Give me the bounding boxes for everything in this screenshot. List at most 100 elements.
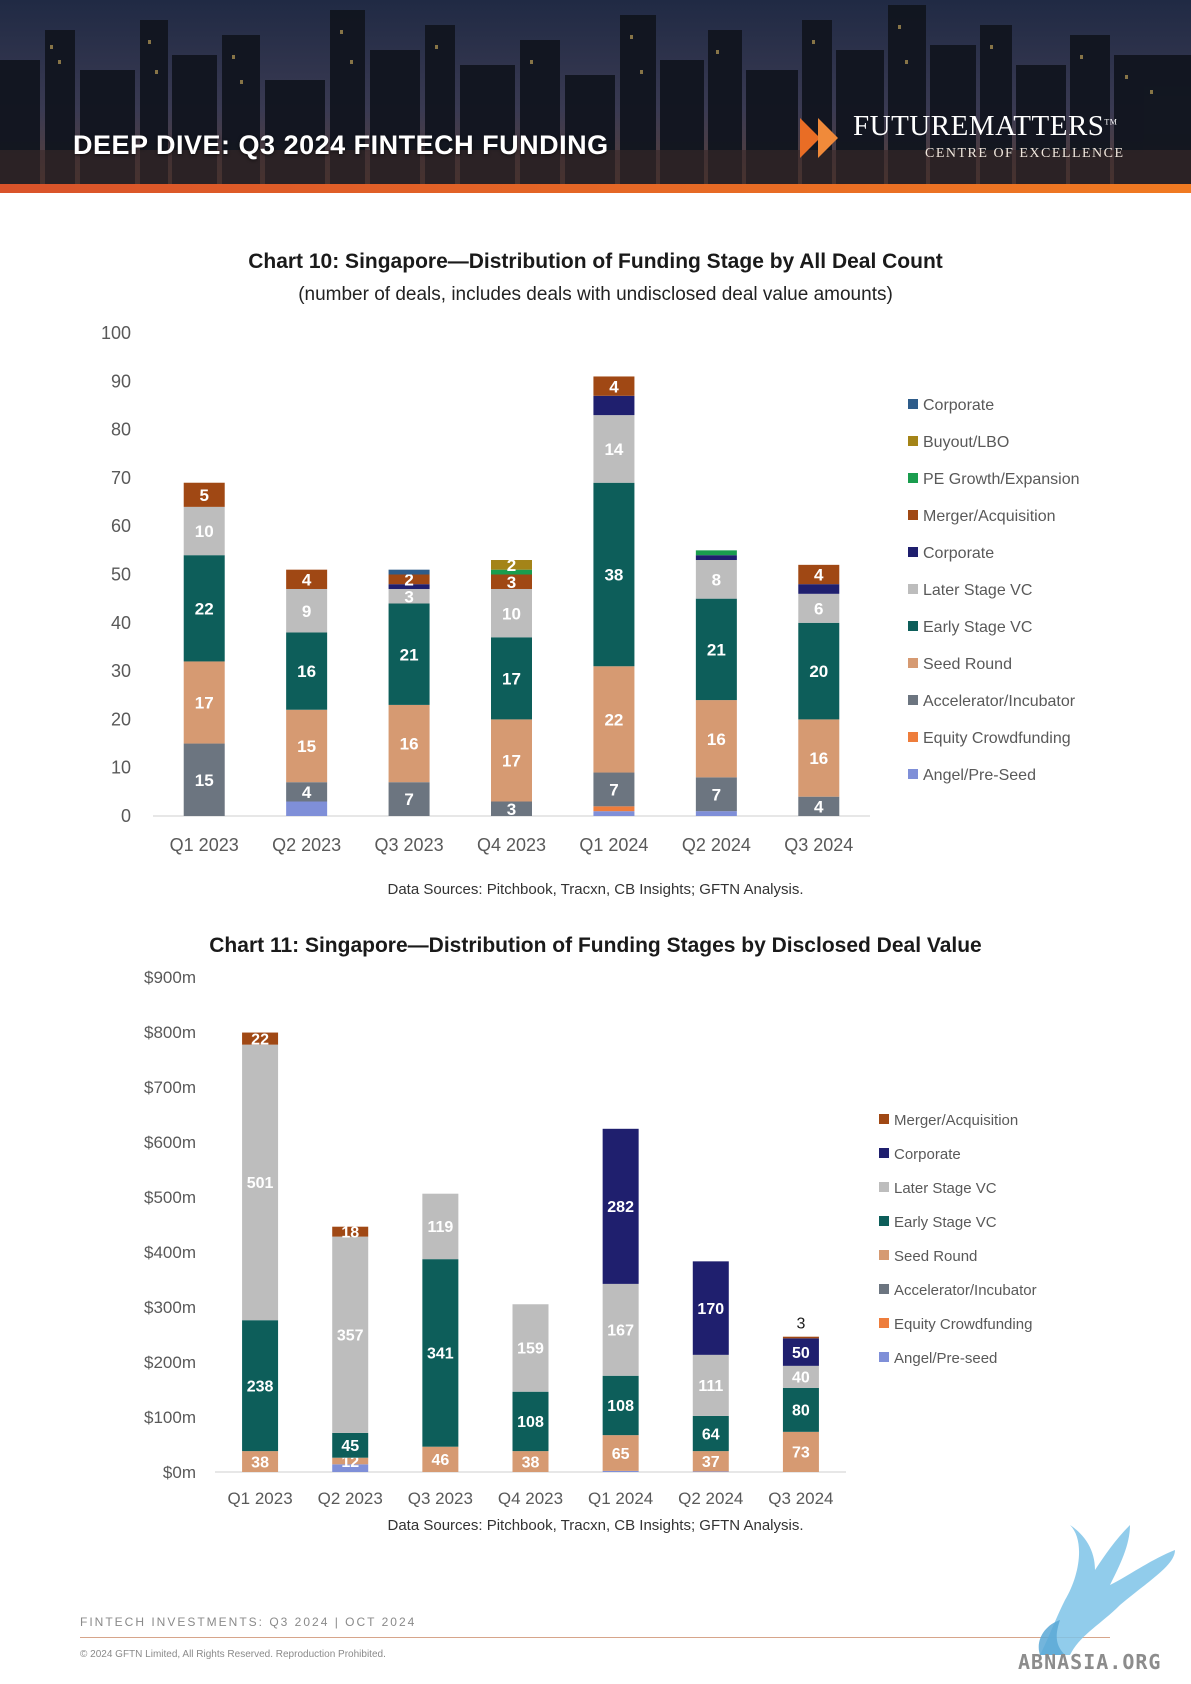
chart11-title: Chart 11: Singapore—Distribution of Fund… (209, 934, 982, 957)
chart11-y-tick-label: $100m (144, 1408, 196, 1427)
chart10-data-label: 7 (712, 785, 721, 804)
chart11-data-label: 159 (517, 1341, 544, 1358)
chart10-bar-segment (183, 555, 225, 662)
chart11-x-tick-label: Q3 2023 (408, 1489, 473, 1508)
chart10-legend-swatch (908, 436, 918, 446)
chart10-data-label: 10 (502, 604, 521, 623)
chart11-legend-swatch (879, 1284, 889, 1294)
chart11-bar-segment (332, 1464, 369, 1472)
chart11-legend-label: Merger/Acquisition (894, 1112, 1018, 1129)
chart11-bar-segment (782, 1365, 819, 1388)
chart10-bar-segment (695, 777, 737, 812)
chart11-bar-segment (332, 1457, 369, 1465)
chart10-source: Data Sources: Pitchbook, Tracxn, CB Insi… (387, 881, 804, 898)
chart11-data-label: 45 (341, 1438, 359, 1455)
chart10-bar-segment (491, 637, 532, 720)
brand-logo: FUTUREMATTERSTM CENTRE OF EXCELLENCE (798, 110, 1138, 170)
chart11-legend-swatch (879, 1148, 889, 1158)
chart11-y-tick-label: $900m (144, 968, 196, 987)
chart10-legend-swatch (908, 621, 918, 631)
chart11-legend-label: Angel/Pre-seed (894, 1350, 997, 1367)
chart11-data-label: 108 (607, 1398, 634, 1415)
chart10-y-tick-label: 70 (111, 468, 131, 488)
chart10-legend-swatch (908, 732, 918, 742)
chart11-bar-segment (692, 1415, 729, 1452)
chart10-bar-segment (286, 588, 328, 633)
chart10-data-label: 16 (400, 735, 419, 754)
chart10-data-label: 16 (809, 749, 828, 768)
chart11-bar-segment (782, 1336, 819, 1339)
chart10-title: Chart 10: Singapore—Distribution of Fund… (248, 250, 943, 273)
chart11-data-label: 12 (341, 1454, 359, 1471)
chart10-bar-segment (695, 811, 737, 816)
chart11-x-tick-label: Q4 2023 (498, 1489, 563, 1508)
chart10-legend-label: Later Stage VC (923, 582, 1032, 599)
chart10-bar-segment (183, 743, 225, 816)
chart11-bar-segment (242, 1320, 279, 1452)
chart10-data-label: 8 (712, 570, 721, 589)
chart10-bar-segment (491, 574, 532, 589)
chart10-legend-label: Corporate (923, 397, 994, 414)
chart11-bar-segment (782, 1431, 819, 1472)
chart10-legend-label: Seed Round (923, 656, 1012, 673)
chart10-x-tick-label: Q2 2024 (682, 835, 751, 855)
chart11-data-label: 80 (792, 1403, 810, 1420)
chart10-x-tick-label: Q3 2023 (375, 835, 444, 855)
chart10-bar-segment (286, 782, 328, 802)
chart10-bar-segment (798, 796, 840, 816)
chart10-data-label: 3 (507, 800, 516, 819)
chart10-y-tick-label: 30 (111, 661, 131, 681)
chart10-bar-segment (491, 801, 532, 816)
chart10-bar-segment (286, 709, 328, 783)
chart11-bar-segment (602, 1435, 639, 1471)
chart10-data-label: 5 (199, 486, 208, 505)
chart10-data-label: 16 (707, 730, 726, 749)
chart10-bar-segment (491, 560, 532, 570)
chart10-bar-segment (695, 700, 737, 778)
brand-name: FUTUREMATTERS (853, 110, 1105, 142)
chart11-x-tick-label: Q1 2023 (227, 1489, 292, 1508)
chart11-data-label: 38 (251, 1454, 269, 1471)
chart11-bar-segment (332, 1226, 369, 1237)
chart10-y-tick-label: 10 (111, 758, 131, 778)
chart10-bar-segment (183, 661, 225, 744)
chart10-bar-segment (695, 550, 737, 556)
chart11-bar-segment (422, 1446, 459, 1472)
chart10-bar-segment (183, 482, 225, 507)
chart10-data-label: 15 (195, 771, 214, 790)
chart11-y-tick-label: $700m (144, 1078, 196, 1097)
chart10-data-label: 4 (302, 570, 312, 589)
chart11-data-label: 22 (251, 1031, 269, 1048)
chart10-bar-segment (798, 564, 840, 585)
chart10-legend-label: Equity Crowdfunding (923, 730, 1071, 747)
chart10-bar-segment (593, 376, 635, 396)
header-accent-stripe (0, 184, 1191, 193)
chart11-y-tick-label: $600m (144, 1133, 196, 1152)
chart10-data-label: 22 (195, 599, 214, 618)
chart11-data-label: 170 (697, 1301, 724, 1318)
chart11-data-label: 341 (427, 1346, 454, 1363)
chart10-x-tick-label: Q1 2023 (170, 835, 239, 855)
chart10-data-label: 7 (404, 790, 413, 809)
chart10-data-label: 15 (297, 737, 316, 756)
chart10-bar-segment (593, 811, 635, 816)
chart11-x-tick-label: Q3 2024 (768, 1489, 833, 1508)
chart10-legend-label: Buyout/LBO (923, 434, 1009, 451)
chart10-legend-swatch (908, 399, 918, 409)
chart10-bar-segment (286, 569, 328, 589)
chart10-bar-segment (695, 560, 737, 599)
chart11-bar-segment (602, 1128, 639, 1284)
chart10-x-tick-label: Q2 2023 (272, 835, 341, 855)
chart10-data-label: 4 (302, 783, 312, 802)
chart10-legend-label: Accelerator/Incubator (923, 693, 1076, 710)
chart11-data-label: 38 (522, 1454, 540, 1471)
chart10-data-label: 4 (609, 377, 619, 396)
chart10-bar-segment (798, 719, 840, 797)
watermark-text: ABNASIA.ORG (1018, 1650, 1162, 1674)
chart10-bar-segment (798, 622, 840, 720)
chart10-y-tick-label: 40 (111, 613, 131, 633)
chart10-y-tick-label: 90 (111, 371, 131, 391)
chart10-bar-segment (491, 588, 532, 638)
chart11-legend-label: Equity Crowdfunding (894, 1316, 1032, 1333)
